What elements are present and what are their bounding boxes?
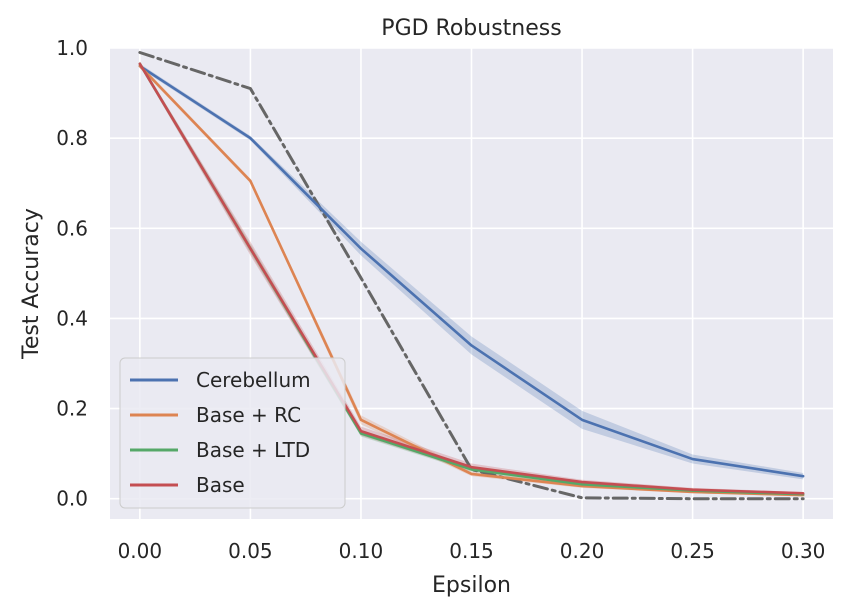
legend-box	[119, 357, 346, 509]
series-line	[138, 64, 805, 478]
series-line	[138, 64, 805, 497]
x-tick-label: 0.00	[118, 539, 163, 563]
y-tick-label: 0.2	[56, 397, 88, 421]
legend-label: Base + LTD	[196, 438, 310, 462]
x-tick-label: 0.25	[670, 539, 715, 563]
series-lines	[138, 51, 805, 501]
legend-label: Base + RC	[196, 403, 301, 427]
legend-label: Cerebellum	[196, 368, 311, 392]
x-tick-label: 0.05	[228, 539, 273, 563]
legend-label: Base	[196, 473, 245, 497]
reference-dashed-line	[138, 51, 805, 501]
x-tick-label: 0.10	[339, 539, 384, 563]
x-tick-label: 0.30	[781, 539, 826, 563]
chart-title: PGD Robustness	[381, 16, 561, 41]
y-tick-label: 0.4	[56, 306, 88, 330]
y-tick-label: 0.0	[56, 487, 88, 511]
tick-labels: 0.00 0.05 0.10 0.15 0.20 0.25 0.30 0.0 0.2 0.4 0.6…	[56, 36, 825, 563]
y-tick-label: 1.0	[56, 36, 88, 60]
x-axis-label: Epsilon	[432, 573, 511, 598]
y-tick-label: 0.8	[56, 126, 88, 150]
series-line	[138, 62, 805, 495]
y-axis-label: Test Accuracy	[19, 208, 44, 360]
legend: Cerebellum Base + RC Base + LTD Base	[119, 357, 346, 509]
y-tick-label: 0.6	[56, 216, 88, 240]
x-tick-label: 0.20	[560, 539, 605, 563]
x-tick-label: 0.15	[449, 539, 494, 563]
